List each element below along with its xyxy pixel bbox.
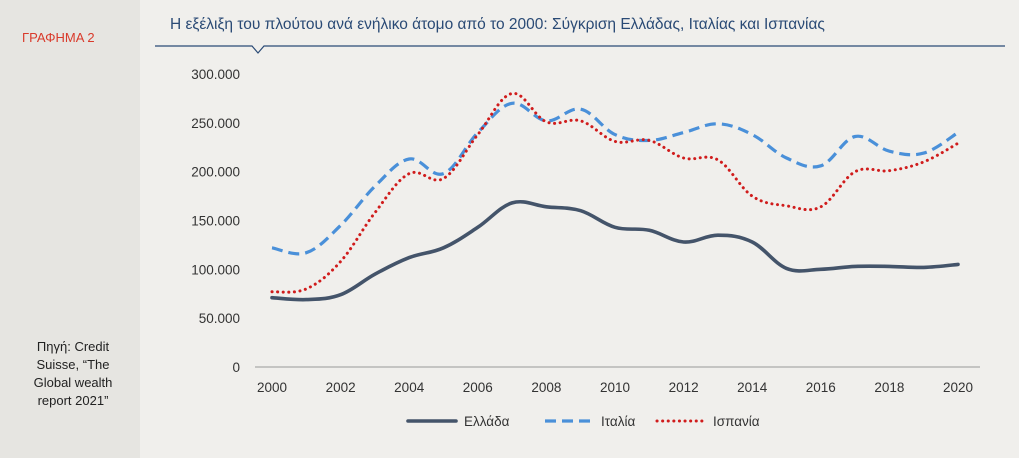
x-tick-label: 2008 [531, 380, 561, 395]
x-axis-ticks: 2000 2002 2004 2006 2008 2010 2012 2014 2016 2018… [257, 380, 973, 395]
x-tick-label: 2016 [806, 380, 836, 395]
x-tick-label: 2014 [737, 380, 768, 395]
y-tick-label: 250.000 [191, 116, 240, 131]
y-tick-label: 300.000 [191, 67, 240, 82]
legend-label: Ελλάδα [464, 414, 510, 429]
chart-panel [140, 0, 1019, 458]
y-tick-label: 0 [232, 360, 240, 375]
sidebar-panel: ΓΡΑΦΗΜΑ 2 Πηγή: Credit Suisse, “The Glob… [0, 0, 140, 458]
x-tick-label: 2018 [874, 380, 904, 395]
y-tick-label: 150.000 [191, 214, 240, 229]
x-tick-label: 2020 [943, 380, 973, 395]
chart-title: Η εξέλιξη του πλούτου ανά ενήλικο άτομο … [170, 16, 825, 33]
legend-label: Ισπανία [713, 414, 760, 429]
x-tick-label: 2000 [257, 380, 287, 395]
source-note: Πηγή: Credit Suisse, “The Global wealth … [33, 339, 113, 408]
y-tick-label: 50.000 [199, 311, 240, 326]
legend-label: Ιταλία [601, 414, 635, 429]
legend: Ελλάδα Ιταλία Ισπανία [406, 414, 760, 429]
figure-label: ΓΡΑΦΗΜΑ 2 [22, 30, 95, 45]
x-tick-label: 2006 [463, 380, 493, 395]
y-axis-ticks: 0 50.000 100.000 150.000 200.000 250.000 300.0… [191, 67, 240, 375]
series-line [270, 199, 960, 302]
x-tick-label: 2002 [326, 380, 356, 395]
x-tick-label: 2012 [669, 380, 699, 395]
y-tick-label: 100.000 [191, 262, 240, 277]
title-underline [155, 45, 1005, 54]
x-tick-label: 2004 [394, 380, 425, 395]
series-line [271, 101, 959, 256]
series-line [270, 91, 960, 294]
y-tick-label: 200.000 [191, 165, 240, 180]
x-tick-label: 2010 [600, 380, 630, 395]
series-lines [270, 91, 960, 302]
